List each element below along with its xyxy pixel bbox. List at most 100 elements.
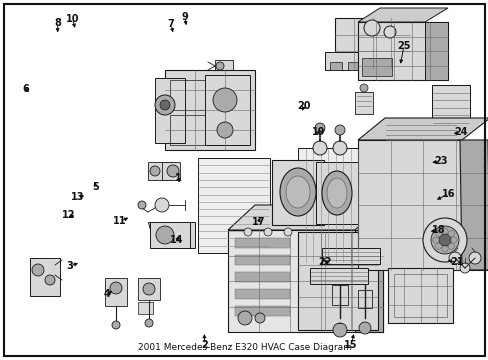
Bar bbox=[331, 285, 347, 305]
Bar bbox=[227, 230, 382, 332]
Circle shape bbox=[459, 263, 469, 273]
Circle shape bbox=[448, 252, 460, 264]
Circle shape bbox=[217, 122, 232, 138]
Circle shape bbox=[150, 166, 160, 176]
Circle shape bbox=[447, 231, 453, 237]
Circle shape bbox=[359, 84, 367, 92]
Polygon shape bbox=[354, 230, 382, 332]
Bar bbox=[387, 268, 452, 323]
Bar bbox=[321, 248, 379, 264]
Circle shape bbox=[155, 198, 169, 212]
Circle shape bbox=[156, 226, 174, 244]
Bar bbox=[361, 58, 391, 76]
Bar bbox=[309, 268, 367, 284]
Text: 2001 Mercedes-Benz E320 HVAC Case Diagram: 2001 Mercedes-Benz E320 HVAC Case Diagra… bbox=[137, 343, 351, 352]
Circle shape bbox=[430, 226, 458, 254]
Text: 10: 10 bbox=[65, 14, 79, 24]
Polygon shape bbox=[148, 222, 195, 248]
Bar bbox=[347, 62, 359, 70]
Text: 16: 16 bbox=[441, 189, 455, 199]
Polygon shape bbox=[357, 8, 447, 22]
Bar bbox=[431, 85, 469, 130]
Circle shape bbox=[438, 234, 450, 246]
Text: 14: 14 bbox=[170, 235, 183, 246]
Bar bbox=[431, 85, 469, 130]
Bar bbox=[155, 78, 184, 143]
Bar bbox=[148, 162, 172, 180]
Circle shape bbox=[312, 141, 326, 155]
Text: 11: 11 bbox=[113, 216, 126, 226]
Ellipse shape bbox=[321, 171, 351, 215]
Circle shape bbox=[435, 243, 441, 249]
Circle shape bbox=[112, 321, 120, 329]
Circle shape bbox=[383, 26, 395, 38]
Bar bbox=[393, 274, 446, 317]
Bar bbox=[357, 140, 487, 270]
Bar bbox=[30, 258, 60, 296]
Bar bbox=[297, 148, 365, 263]
Text: 2: 2 bbox=[201, 340, 207, 350]
Circle shape bbox=[450, 237, 456, 243]
Circle shape bbox=[160, 100, 170, 110]
Circle shape bbox=[32, 264, 44, 276]
Circle shape bbox=[332, 323, 346, 337]
Text: 19: 19 bbox=[311, 127, 325, 138]
Text: 13: 13 bbox=[70, 192, 84, 202]
Polygon shape bbox=[459, 140, 488, 270]
Polygon shape bbox=[424, 22, 447, 80]
Bar bbox=[357, 22, 447, 80]
Circle shape bbox=[213, 88, 237, 112]
Bar bbox=[329, 62, 341, 70]
Circle shape bbox=[45, 275, 55, 285]
Circle shape bbox=[155, 95, 175, 115]
Circle shape bbox=[432, 237, 438, 243]
Bar bbox=[235, 255, 289, 265]
Bar bbox=[164, 70, 254, 150]
Text: 12: 12 bbox=[61, 210, 75, 220]
Text: 20: 20 bbox=[297, 101, 310, 111]
Text: 6: 6 bbox=[22, 84, 29, 94]
Circle shape bbox=[468, 252, 480, 264]
Text: 21: 21 bbox=[449, 257, 463, 267]
Circle shape bbox=[238, 311, 251, 325]
Bar bbox=[170, 80, 209, 110]
Circle shape bbox=[264, 228, 271, 236]
Circle shape bbox=[216, 62, 224, 70]
Bar bbox=[384, 120, 456, 145]
Text: 24: 24 bbox=[453, 127, 467, 138]
Text: 17: 17 bbox=[251, 217, 264, 228]
Circle shape bbox=[167, 165, 179, 177]
Circle shape bbox=[358, 322, 370, 334]
Circle shape bbox=[142, 283, 155, 295]
Circle shape bbox=[314, 123, 325, 133]
Circle shape bbox=[441, 246, 447, 252]
Bar bbox=[215, 60, 232, 72]
Text: 9: 9 bbox=[181, 12, 188, 22]
Circle shape bbox=[145, 319, 153, 327]
Text: 8: 8 bbox=[54, 18, 61, 28]
Circle shape bbox=[138, 201, 146, 209]
Circle shape bbox=[363, 20, 379, 36]
Bar bbox=[297, 232, 377, 330]
Bar bbox=[271, 160, 324, 225]
Circle shape bbox=[244, 228, 251, 236]
Text: 22: 22 bbox=[318, 257, 331, 267]
Bar bbox=[383, 62, 395, 70]
Bar bbox=[357, 290, 371, 308]
Text: 5: 5 bbox=[92, 182, 99, 192]
Bar bbox=[235, 238, 289, 248]
Bar bbox=[204, 75, 249, 145]
Circle shape bbox=[254, 313, 264, 323]
Polygon shape bbox=[357, 118, 488, 140]
Text: 1: 1 bbox=[175, 173, 182, 183]
Bar bbox=[162, 162, 180, 180]
Circle shape bbox=[441, 228, 447, 234]
Text: 25: 25 bbox=[396, 41, 410, 51]
Circle shape bbox=[435, 231, 441, 237]
Bar bbox=[235, 289, 289, 299]
Ellipse shape bbox=[280, 168, 315, 216]
Circle shape bbox=[332, 141, 346, 155]
Bar bbox=[365, 62, 377, 70]
Circle shape bbox=[284, 228, 291, 236]
Text: 23: 23 bbox=[433, 156, 447, 166]
